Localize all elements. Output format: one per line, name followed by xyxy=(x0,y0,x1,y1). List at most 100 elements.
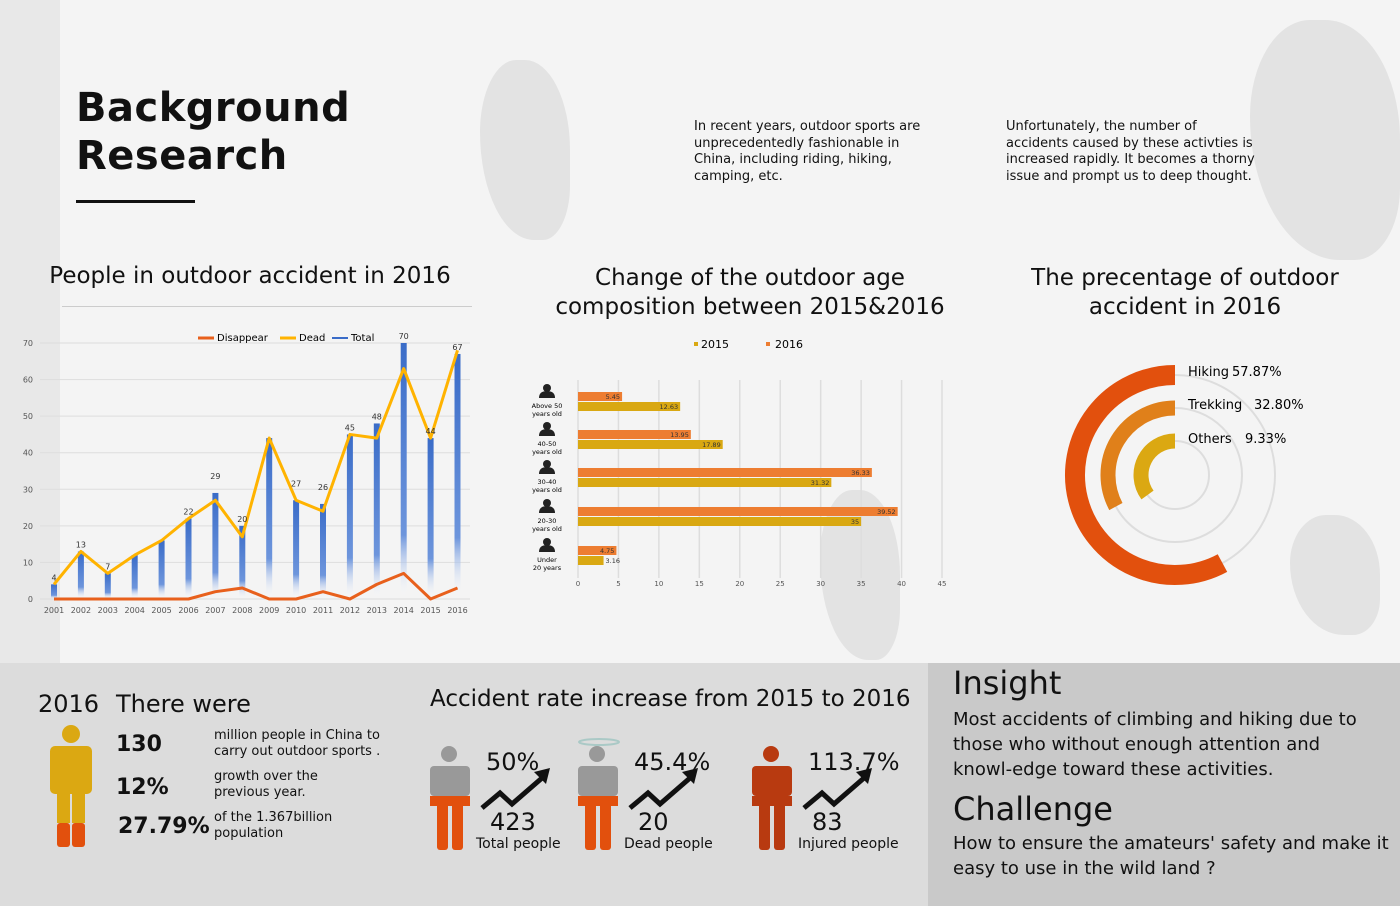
x-tick-label: 2014 xyxy=(394,606,414,615)
title-underline xyxy=(76,200,195,203)
y-tick-label: 70 xyxy=(23,339,33,348)
data-label: 31.32 xyxy=(811,479,830,487)
radial-bar-others xyxy=(1133,433,1176,500)
y-tick-label: 0 xyxy=(28,595,33,604)
legend-label: 2016 xyxy=(775,338,803,351)
bar-2015 xyxy=(578,402,681,411)
radial-value: 57.87% xyxy=(1232,365,1282,380)
category-label: Above 50 xyxy=(532,402,563,410)
total-bar xyxy=(293,500,300,599)
data-label: 39.52 xyxy=(877,508,896,516)
intro-right: Unfortunately, the number of accidents c… xyxy=(1006,119,1255,184)
x-tick-label: 10 xyxy=(654,580,663,588)
insight-text: Most accidents of climbing and hiking du… xyxy=(953,709,1357,780)
data-label: 27 xyxy=(291,479,301,488)
accident-pct: 45.4% xyxy=(634,748,711,776)
legend-label: Disappear xyxy=(217,333,269,344)
total-bar xyxy=(266,438,273,599)
stat-value: 130 xyxy=(116,732,162,757)
title-line: Background xyxy=(76,85,351,131)
category-label: Under xyxy=(537,556,557,564)
person-trend-icon xyxy=(430,746,550,850)
category-label: 40-50 xyxy=(538,440,557,448)
x-tick-label: 2004 xyxy=(125,606,145,615)
stat-value: 12% xyxy=(116,775,169,800)
data-label: 70 xyxy=(399,332,409,341)
legend-label: 2015 xyxy=(701,338,729,351)
legend-label: Total xyxy=(350,333,374,344)
bar-2016 xyxy=(578,468,872,477)
accident-pct: 113.7% xyxy=(808,748,900,776)
total-bar xyxy=(239,525,246,599)
y-tick-label: 50 xyxy=(23,412,33,421)
person-icon xyxy=(543,538,551,546)
data-label: 67 xyxy=(452,343,462,352)
x-tick-label: 2012 xyxy=(340,606,360,615)
x-tick-label: 2003 xyxy=(98,606,118,615)
person-icon xyxy=(543,384,551,392)
x-tick-label: 5 xyxy=(616,580,620,588)
x-tick-label: 2007 xyxy=(205,606,225,615)
x-tick-label: 40 xyxy=(897,580,906,588)
data-label: 26 xyxy=(318,483,328,492)
challenge-title: Challenge xyxy=(953,790,1113,828)
bar-2015 xyxy=(578,517,862,526)
category-label: years old xyxy=(532,410,562,418)
accident-num: 20 xyxy=(638,808,669,836)
stat-text: growth over the previous year. xyxy=(214,769,318,800)
data-label: 17.89 xyxy=(702,441,721,449)
x-tick-label: 0 xyxy=(576,580,580,588)
stat-text: million people in China to carry out out… xyxy=(214,728,381,759)
data-label: 12.63 xyxy=(660,403,679,411)
data-label: 35 xyxy=(851,518,859,526)
x-tick-label: 25 xyxy=(776,580,785,588)
series-line-disappear xyxy=(54,571,459,601)
y-tick-label: 30 xyxy=(23,485,33,494)
insight-panel xyxy=(928,663,1400,906)
y-tick-label: 10 xyxy=(23,558,33,567)
person-icon xyxy=(50,725,92,847)
data-label: 44 xyxy=(426,427,436,436)
accident-title: Accident rate increase from 2015 to 2016 xyxy=(430,686,911,712)
data-label: 7 xyxy=(105,562,110,571)
category-label: years old xyxy=(532,525,562,533)
total-bar xyxy=(400,343,407,599)
category-label: 30-40 xyxy=(538,478,557,486)
total-bar xyxy=(320,503,326,599)
total-bar xyxy=(454,353,461,599)
y-tick-label: 20 xyxy=(23,522,33,531)
x-tick-label: 15 xyxy=(695,580,704,588)
data-label: 36.33 xyxy=(851,469,870,477)
person-icon xyxy=(539,391,555,398)
data-label: 5.45 xyxy=(606,393,620,401)
stats-heading: There were xyxy=(116,690,251,718)
radial-value: 9.33% xyxy=(1245,432,1286,447)
category-label: years old xyxy=(532,448,562,456)
bar-2015 xyxy=(578,556,604,565)
radial-value: 32.80% xyxy=(1254,398,1304,413)
x-tick-label: 2015 xyxy=(420,606,440,615)
category-label: years old xyxy=(532,486,562,494)
y-tick-label: 40 xyxy=(23,449,33,458)
radial-label: Hiking xyxy=(1188,365,1229,380)
data-label: 3.16 xyxy=(606,557,620,565)
accident-label: Injured people xyxy=(798,836,899,852)
total-bar xyxy=(212,492,219,599)
bar-2016 xyxy=(578,546,617,555)
y-tick-label: 60 xyxy=(23,376,33,385)
radial-bar-trekking xyxy=(1100,400,1176,511)
page-title: Background Research xyxy=(76,84,350,180)
chart1-title: People in outdoor accident in 2016 xyxy=(49,263,451,289)
x-tick-label: 2011 xyxy=(313,606,333,615)
legend-swatch xyxy=(766,342,770,346)
person-icon xyxy=(539,429,555,436)
person-icon xyxy=(539,506,555,513)
total-bar xyxy=(427,438,434,599)
x-tick-label: 2001 xyxy=(44,606,64,615)
x-tick-label: 2006 xyxy=(178,606,198,615)
data-label: 13.95 xyxy=(670,431,689,439)
data-label: 45 xyxy=(345,423,355,432)
accident-label: Dead people xyxy=(624,836,713,852)
total-bar xyxy=(373,423,380,599)
